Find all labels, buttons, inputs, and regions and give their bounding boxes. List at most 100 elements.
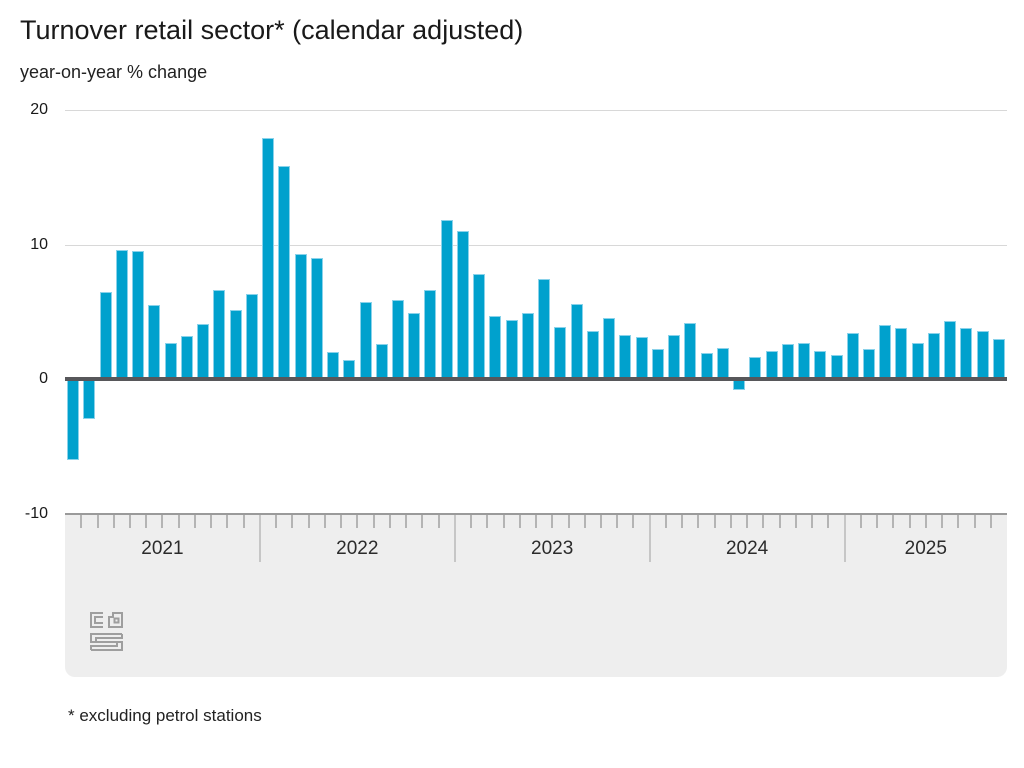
- month-tick: [908, 515, 911, 528]
- month-tick: [502, 515, 505, 528]
- month-tick: [372, 515, 375, 528]
- month-tick: [892, 515, 895, 528]
- gridline-20: [65, 110, 1007, 111]
- month-tick: [859, 515, 862, 528]
- month-tick: [112, 515, 115, 528]
- month-tick: [941, 515, 943, 528]
- year-label: 2025: [904, 538, 947, 559]
- y-axis-label: 10: [30, 235, 48, 253]
- month-tick: [145, 515, 148, 528]
- bar-month: [440, 220, 453, 379]
- month-tick: [161, 515, 164, 528]
- bar-month: [846, 333, 859, 379]
- bar-month: [619, 334, 632, 379]
- month-tick: [307, 515, 310, 528]
- bar-month: [733, 381, 745, 391]
- bar-month: [927, 333, 940, 379]
- month-tick: [811, 515, 814, 528]
- bar-month: [749, 357, 762, 379]
- bar-month: [489, 315, 502, 379]
- month-tick: [242, 515, 245, 528]
- month-tick: [567, 515, 570, 528]
- zero-line: [65, 377, 1007, 381]
- bar-month: [213, 290, 226, 380]
- year-separator: [843, 515, 846, 562]
- month-tick: [664, 515, 667, 528]
- bar-month: [992, 338, 1005, 379]
- year-label: 2021: [141, 538, 184, 559]
- year-separator: [258, 515, 261, 562]
- bar-month: [603, 318, 616, 379]
- month-tick: [518, 515, 521, 528]
- bar-month: [538, 279, 551, 379]
- bar-month: [148, 305, 161, 380]
- year-label: 2023: [531, 538, 574, 559]
- month-tick: [96, 515, 99, 528]
- year-label: 2022: [336, 538, 379, 559]
- bar-month: [895, 327, 908, 379]
- bar-month: [911, 342, 924, 379]
- month-tick: [827, 515, 830, 528]
- chart-subtitle: year-on-year % change: [20, 62, 208, 82]
- bar-month: [798, 342, 810, 379]
- footnote: * excluding petrol stations: [68, 706, 262, 725]
- bar-month: [359, 302, 372, 380]
- month-tick: [924, 515, 927, 528]
- month-tick: [616, 515, 619, 528]
- bar-month: [245, 294, 258, 379]
- bar-month: [132, 251, 145, 380]
- bar-month: [424, 290, 437, 380]
- bar-month: [651, 349, 664, 379]
- bar-month: [700, 353, 713, 380]
- bar-month: [944, 321, 957, 379]
- bar-month: [586, 330, 599, 379]
- bar-month: [310, 257, 323, 379]
- y-axis-label: 20: [30, 101, 48, 118]
- bar-month: [327, 352, 339, 379]
- bar-month: [960, 327, 973, 379]
- year-label: 2024: [725, 538, 769, 559]
- month-tick: [876, 515, 879, 528]
- month-tick: [421, 515, 424, 528]
- month-tick: [177, 515, 180, 528]
- chart-title: Turnover retail sector* (calendar adjust…: [20, 15, 524, 45]
- month-tick: [957, 515, 960, 528]
- month-tick: [697, 515, 700, 528]
- bar-month: [408, 313, 421, 379]
- month-tick: [551, 515, 554, 528]
- month-tick: [470, 515, 472, 528]
- bar-month: [67, 381, 80, 461]
- month-tick: [762, 515, 765, 528]
- month-tick: [80, 515, 83, 528]
- month-tick: [600, 515, 602, 528]
- bar-month: [668, 334, 681, 379]
- month-tick: [778, 515, 781, 528]
- bar-month: [830, 354, 843, 379]
- bar-month: [976, 330, 989, 379]
- month-tick: [973, 515, 976, 528]
- bar-month: [814, 350, 827, 379]
- month-tick: [356, 515, 359, 528]
- bar-month: [229, 310, 242, 379]
- month-tick: [729, 515, 732, 528]
- month-tick: [681, 515, 684, 528]
- bar-month: [554, 326, 567, 380]
- bar-month: [391, 299, 404, 380]
- month-tick: [794, 515, 797, 528]
- month-tick: [210, 515, 213, 528]
- bar-month: [781, 344, 794, 380]
- bar-month: [862, 349, 875, 379]
- month-tick: [632, 515, 635, 528]
- y-axis-label: 0: [39, 370, 48, 387]
- month-tick: [226, 515, 229, 528]
- bar-month: [635, 337, 648, 379]
- bar-month: [521, 313, 534, 379]
- y-axis-label: -10: [24, 504, 48, 522]
- month-tick: [193, 515, 196, 528]
- bar-month: [197, 323, 210, 379]
- bar-month: [262, 138, 274, 380]
- bar-month: [473, 274, 486, 379]
- bar-month: [83, 381, 96, 419]
